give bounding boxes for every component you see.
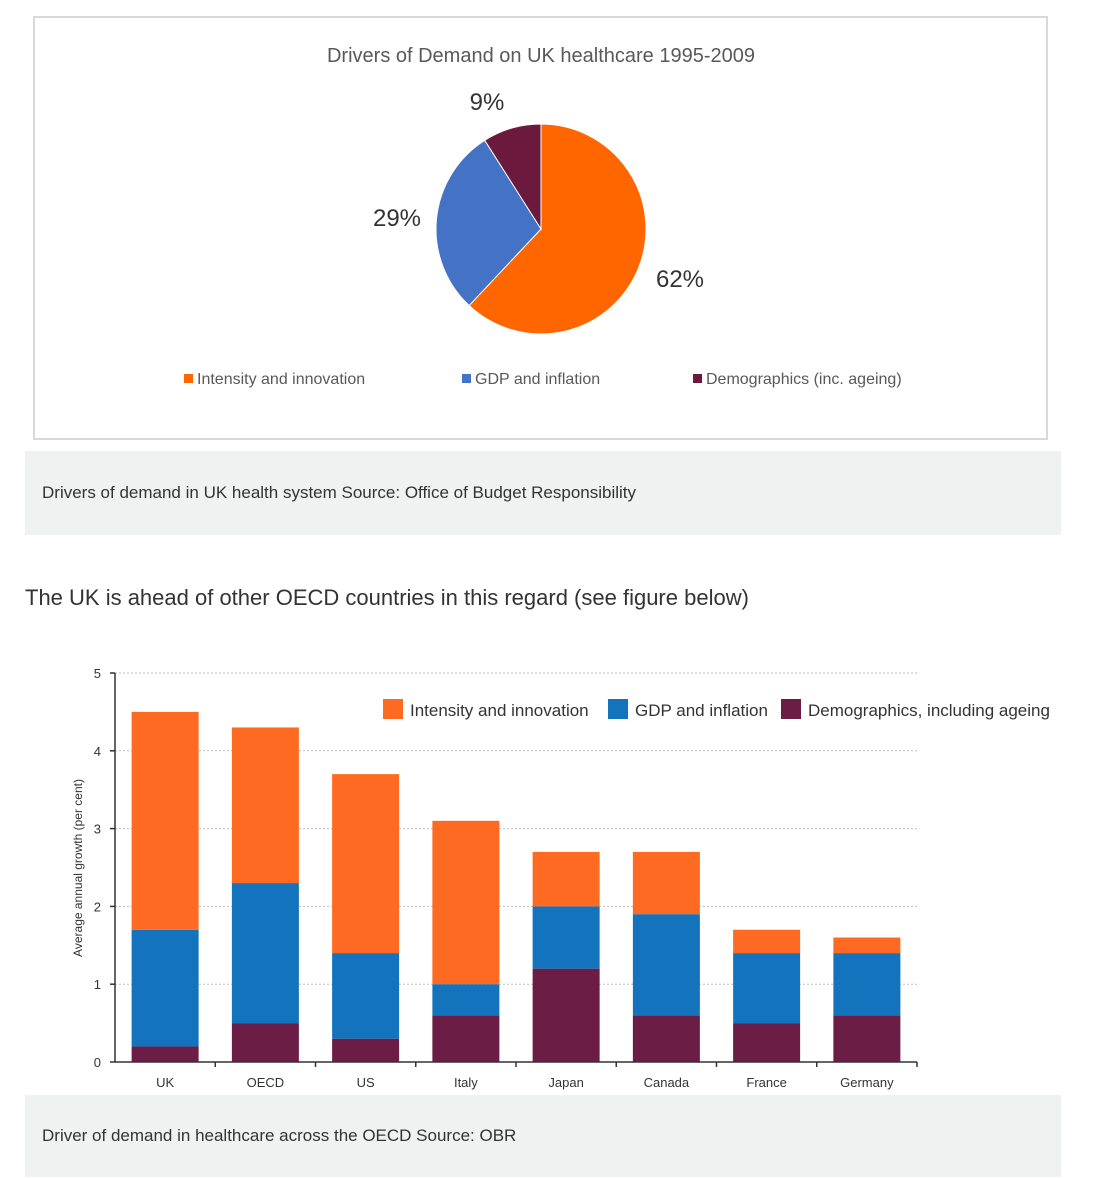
- x-tick-label-canada: Canada: [644, 1075, 690, 1090]
- bar-italy-gdp-and-inflation: [432, 984, 500, 1016]
- x-tick-label-us: US: [357, 1075, 375, 1090]
- bar-legend-swatch-demographics-including-ageing: [781, 699, 801, 719]
- bar-us-intensity-and-innovation: [332, 774, 400, 954]
- bar-japan-gdp-and-inflation: [532, 906, 600, 969]
- y-tick-label: 3: [94, 822, 101, 837]
- pie-slice-intensity-and-innovation: [468, 123, 647, 335]
- y-tick-label: 2: [94, 899, 101, 914]
- bar-caption-text: Driver of demand in healthcare across th…: [42, 1126, 517, 1145]
- pie-figure-caption: Drivers of demand in UK health system So…: [25, 451, 1061, 535]
- body-paragraph: The UK is ahead of other OECD countries …: [25, 585, 749, 610]
- pie-chart-title: Drivers of Demand on UK healthcare 1995-…: [327, 45, 755, 67]
- bar-oecd-gdp-and-inflation: [231, 883, 299, 1024]
- pie-legend: Intensity and innovation GDP and inflatio…: [184, 371, 902, 388]
- bar-canada-gdp-and-inflation: [632, 914, 700, 1016]
- pie-slice-demographics-inc-ageing: [484, 123, 542, 231]
- pie-legend-label-demographics-inc-ageing: Demographics (inc. ageing): [706, 371, 902, 388]
- bar-us-gdp-and-inflation: [332, 953, 400, 1039]
- pie-label-intensity-and-innovation: 62%: [656, 266, 704, 293]
- x-tick-label-oecd: OECD: [247, 1075, 285, 1090]
- x-tick-label-italy: Italy: [454, 1075, 478, 1090]
- bar-legend-label-intensity-and-innovation: Intensity and innovation: [410, 701, 589, 720]
- bar-legend-swatch-gdp-and-inflation: [608, 699, 628, 719]
- y-axis-title: Average annual growth (per cent): [71, 779, 85, 957]
- bar-germany-gdp-and-inflation: [833, 953, 901, 1016]
- bar-germany-demographics-including-ageing: [833, 1015, 901, 1062]
- bar-legend-swatch-intensity-and-innovation: [383, 699, 403, 719]
- pie-legend-swatch-intensity-and-innovation: [184, 374, 193, 383]
- x-tick-label-france: France: [746, 1075, 786, 1090]
- bar-japan-demographics-including-ageing: [532, 968, 600, 1062]
- pie-legend-label-gdp-and-inflation: GDP and inflation: [475, 371, 600, 388]
- pie-legend-swatch-demographics-inc-ageing: [693, 374, 702, 383]
- bar-uk-intensity-and-innovation: [131, 711, 199, 930]
- bar-france-demographics-including-ageing: [733, 1023, 801, 1062]
- bar-us-demographics-including-ageing: [332, 1038, 400, 1062]
- bar-chart-axes: 0 1 2 3 4 5 Average annual growth (per cent) UK…: [71, 666, 918, 1090]
- bar-legend: Intensity and innovation GDP and inflatio…: [383, 699, 1050, 720]
- pie-data-labels: 62% 29% 9%: [373, 89, 704, 293]
- bar-italy-intensity-and-innovation: [432, 820, 500, 985]
- bar-canada-demographics-including-ageing: [632, 1015, 700, 1062]
- bar-canada-intensity-and-innovation: [632, 851, 700, 915]
- pie-chart: [435, 123, 647, 335]
- y-tick-label: 4: [94, 744, 101, 759]
- pie-caption-text: Drivers of demand in UK health system So…: [42, 483, 637, 502]
- x-tick-label-uk: UK: [156, 1075, 174, 1090]
- y-tick-label: 1: [94, 977, 101, 992]
- bar-oecd-intensity-and-innovation: [231, 727, 299, 884]
- bar-uk-demographics-including-ageing: [131, 1046, 199, 1062]
- bar-legend-label-demographics-including-ageing: Demographics, including ageing: [808, 701, 1050, 720]
- y-tick-label: 0: [94, 1055, 101, 1070]
- pie-legend-label-intensity-and-innovation: Intensity and innovation: [197, 371, 365, 388]
- bar-chart: [131, 711, 901, 1062]
- x-tick-label-germany: Germany: [840, 1075, 894, 1090]
- y-tick-label: 5: [94, 666, 101, 681]
- pie-label-demographics-inc-ageing: 9%: [470, 89, 505, 116]
- pie-label-gdp-and-inflation: 29%: [373, 205, 421, 232]
- pie-legend-swatch-gdp-and-inflation: [462, 374, 471, 383]
- pie-slice-gdp-and-inflation: [435, 139, 542, 307]
- bar-oecd-demographics-including-ageing: [231, 1023, 299, 1062]
- bar-figure-caption: Driver of demand in healthcare across th…: [25, 1095, 1061, 1177]
- bar-uk-gdp-and-inflation: [131, 929, 199, 1047]
- bar-japan-intensity-and-innovation: [532, 851, 600, 907]
- bar-france-intensity-and-innovation: [733, 929, 801, 954]
- bar-italy-demographics-including-ageing: [432, 1015, 500, 1062]
- x-tick-label-japan: Japan: [548, 1075, 583, 1090]
- bar-legend-label-gdp-and-inflation: GDP and inflation: [635, 701, 768, 720]
- bar-france-gdp-and-inflation: [733, 953, 801, 1024]
- bar-germany-intensity-and-innovation: [833, 937, 901, 954]
